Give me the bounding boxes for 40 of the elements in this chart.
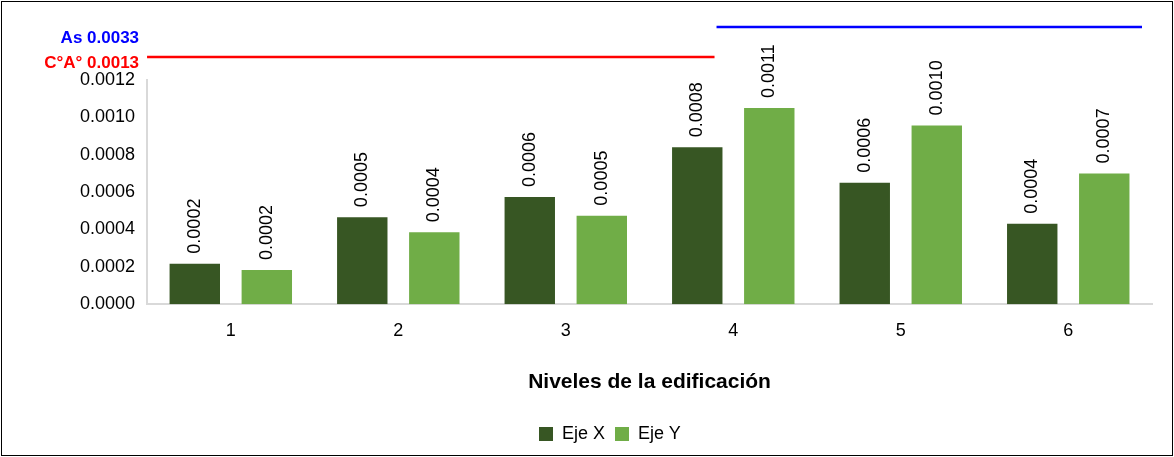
y-tick-label: 0.0004 xyxy=(79,218,136,239)
data-label: 0.0005 xyxy=(351,152,372,208)
data-label: 0.0005 xyxy=(590,150,611,206)
bar xyxy=(504,196,555,305)
y-tick-label: 0.0006 xyxy=(79,181,136,202)
y-tick-label: 0.0010 xyxy=(79,106,136,127)
bar xyxy=(911,125,962,305)
bar xyxy=(576,215,627,305)
bar xyxy=(337,217,388,305)
y-tick-label: 0.0000 xyxy=(79,293,136,314)
bar xyxy=(241,270,293,305)
data-label: 0.0004 xyxy=(423,167,444,223)
x-tick-label: 1 xyxy=(225,319,236,340)
data-label: 0.0008 xyxy=(686,82,707,138)
bar xyxy=(1079,173,1130,305)
x-tick-label: 3 xyxy=(560,319,571,340)
x-tick-label: 6 xyxy=(1063,319,1074,340)
data-label: 0.0002 xyxy=(183,198,204,254)
bar xyxy=(839,182,890,305)
data-label: 0.0011 xyxy=(758,44,779,99)
data-label: 0.0006 xyxy=(518,131,539,187)
bar xyxy=(169,263,220,305)
x-axis-title: Niveles de la edificación xyxy=(528,369,771,393)
y-tick-label: 0.0002 xyxy=(79,255,136,276)
bar xyxy=(1007,223,1058,305)
legend-label: Eje X xyxy=(561,422,606,443)
legend-label: Eje Y xyxy=(638,422,681,443)
x-tick-label: 4 xyxy=(728,319,739,340)
bar xyxy=(672,147,723,305)
x-tick-label: 5 xyxy=(895,319,906,340)
data-label: 0.0002 xyxy=(255,204,276,261)
y-tick-label: 0.0008 xyxy=(79,143,136,164)
data-label: 0.0006 xyxy=(853,117,874,173)
data-label: 0.0004 xyxy=(1021,158,1042,214)
x-tick-label: 2 xyxy=(393,319,404,340)
text: As 0.0033 xyxy=(60,27,140,47)
bar xyxy=(409,232,460,305)
data-label: 0.0010 xyxy=(925,60,946,116)
data-label: 0.0007 xyxy=(1093,108,1114,164)
bar xyxy=(744,108,795,305)
